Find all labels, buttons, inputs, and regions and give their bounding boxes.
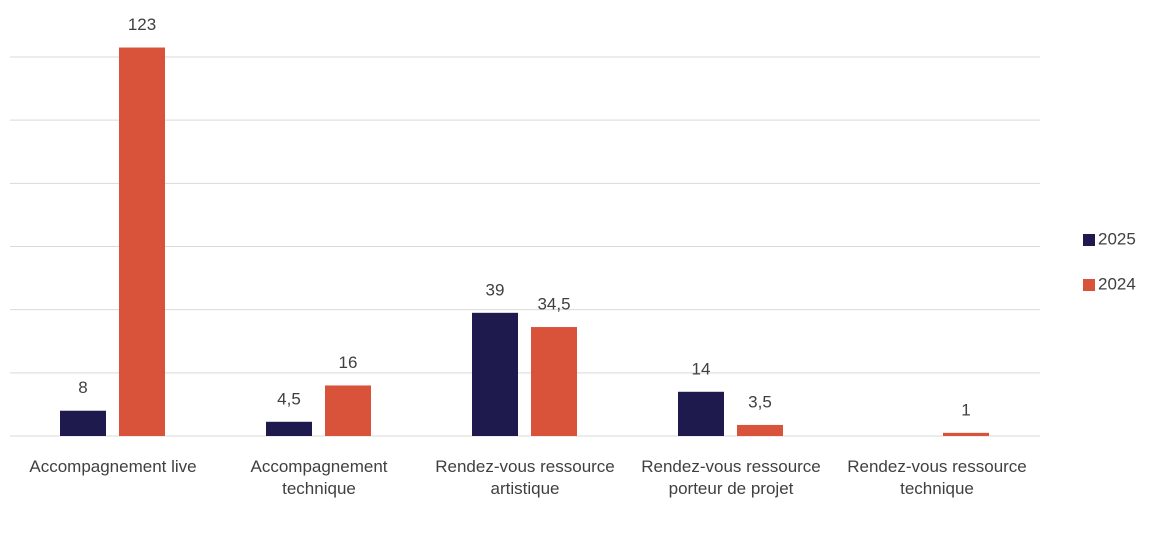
data-label: 1 <box>961 400 970 419</box>
data-label: 14 <box>692 359 711 378</box>
legend-swatch <box>1083 234 1095 246</box>
data-label: 8 <box>78 378 87 397</box>
legend-swatch <box>1083 279 1095 291</box>
bar <box>266 421 312 436</box>
data-label: 3,5 <box>748 392 772 411</box>
bar <box>737 424 783 436</box>
data-label: 39 <box>486 280 505 299</box>
x-tick-label: Rendez-vous ressource porteur de projet <box>641 457 821 498</box>
bar <box>325 385 371 436</box>
bar <box>943 432 989 436</box>
bar <box>60 410 106 436</box>
bar <box>531 327 577 436</box>
bar <box>678 391 724 436</box>
data-label: 16 <box>339 353 358 372</box>
data-label: 4,5 <box>277 389 301 408</box>
x-tick-label: Rendez-vous ressource artistique <box>435 457 615 498</box>
bar <box>119 47 165 437</box>
legend-label: 2025 <box>1098 229 1136 248</box>
bar <box>472 312 518 436</box>
x-tick-label: Accompagnement live <box>29 457 197 476</box>
data-label: 34,5 <box>537 295 570 314</box>
x-tick-label: Accompagnement technique <box>250 457 388 498</box>
data-label: 123 <box>128 15 156 34</box>
legend-label: 2024 <box>1098 274 1136 293</box>
x-tick-label: Rendez-vous ressource technique <box>847 457 1027 498</box>
